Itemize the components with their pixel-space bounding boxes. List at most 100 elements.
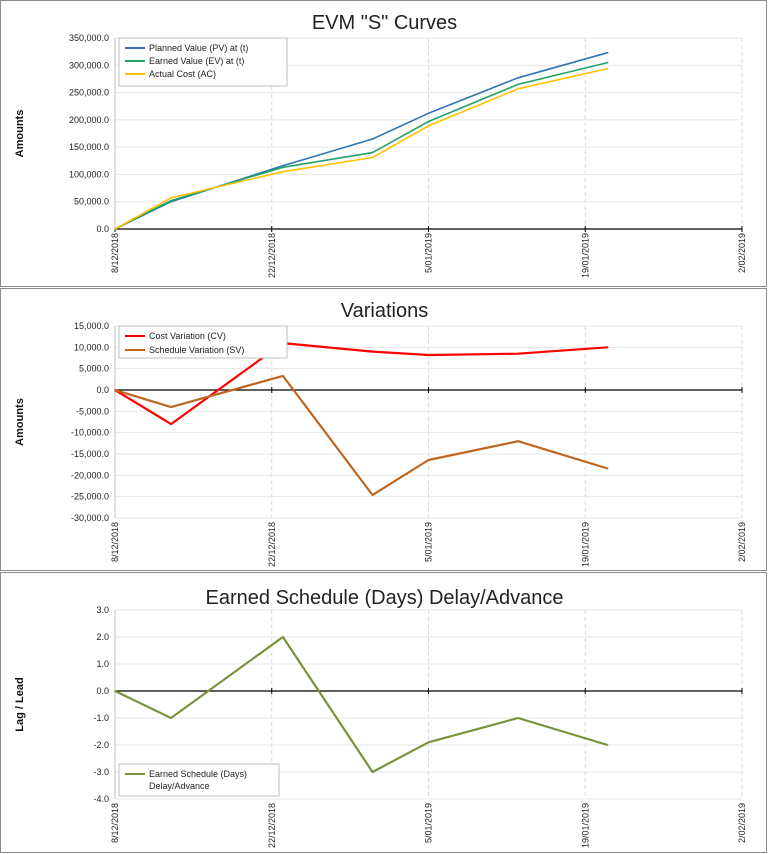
legend-label: Planned Value (PV) at (t) bbox=[149, 43, 248, 53]
series-line-2 bbox=[114, 61, 608, 230]
data-point bbox=[606, 467, 609, 470]
y-tick-label: 0.0 bbox=[96, 385, 109, 395]
x-tick-label: 22/12/2018 bbox=[267, 522, 277, 567]
data-point bbox=[606, 67, 609, 70]
x-tick-label: 8/12/2018 bbox=[110, 803, 120, 843]
data-point bbox=[427, 112, 430, 115]
legend-label: Schedule Variation (SV) bbox=[149, 345, 244, 355]
y-tick-label: 15,000.0 bbox=[74, 321, 109, 331]
chart-canvas: Variations Amounts 8/12/2018 22/12/2018 5/01… bbox=[14, 300, 747, 567]
data-point bbox=[427, 459, 430, 461]
x-tick-label: 8/12/2018 bbox=[110, 233, 120, 273]
data-point bbox=[517, 83, 519, 86]
data-point bbox=[371, 494, 374, 496]
data-point bbox=[427, 741, 430, 744]
chart-title: Variations bbox=[341, 300, 428, 322]
data-point bbox=[282, 375, 284, 377]
x-tick-label: 19/01/2019 bbox=[580, 233, 590, 278]
data-point bbox=[371, 156, 374, 159]
y-tick-label: 3.0 bbox=[96, 605, 109, 615]
chart-canvas: Earned Schedule (Days) Delay/Advance Lag … bbox=[14, 587, 747, 848]
y-tick-label: 200,000.0 bbox=[69, 115, 109, 125]
x-tick-label: 5/01/2019 bbox=[424, 233, 434, 273]
x-tick-label: 19/01/2019 bbox=[580, 522, 590, 567]
y-tick-label: 250,000.0 bbox=[69, 88, 109, 98]
x-tick-label: 19/01/2019 bbox=[580, 803, 590, 848]
data-point bbox=[371, 350, 374, 353]
data-point bbox=[606, 61, 609, 64]
data-point bbox=[170, 717, 172, 719]
y-tick-label: 100,000.0 bbox=[69, 169, 109, 179]
legend-label: Earned Value (EV) at (t) bbox=[149, 56, 244, 66]
y-tick-label: -20,000.0 bbox=[71, 470, 109, 480]
data-point bbox=[282, 636, 284, 638]
series-line-2 bbox=[114, 374, 608, 497]
series-line-1 bbox=[114, 635, 608, 774]
data-point bbox=[606, 51, 609, 54]
y-tick-label: 50,000.0 bbox=[74, 197, 109, 207]
data-point bbox=[427, 125, 430, 127]
data-point bbox=[114, 389, 116, 391]
x-tick-label: 22/12/2018 bbox=[267, 803, 277, 848]
data-point bbox=[371, 771, 374, 773]
legend-box bbox=[118, 325, 288, 359]
y-tick-label: -25,000.0 bbox=[71, 492, 109, 502]
data-point bbox=[114, 690, 116, 692]
x-tick-label: 5/01/2019 bbox=[424, 522, 434, 562]
legend-label: Earned Schedule (Days) bbox=[149, 769, 247, 779]
data-point bbox=[282, 164, 284, 167]
data-point bbox=[170, 199, 172, 202]
data-point bbox=[170, 197, 172, 199]
legend-box bbox=[118, 763, 280, 797]
y-tick-label: 10,000.0 bbox=[74, 342, 109, 352]
chart-title: EVM "S" Curves bbox=[312, 12, 457, 34]
x-tick-label: 2/02/2019 bbox=[737, 803, 747, 843]
y-tick-label: 150,000.0 bbox=[69, 142, 109, 152]
x-tick-label: 2/02/2019 bbox=[737, 233, 747, 273]
legend-label: Delay/Advance bbox=[149, 781, 210, 791]
y-axis-label: Lag / Lead bbox=[14, 677, 26, 731]
y-tick-label: -10,000.0 bbox=[71, 428, 109, 438]
y-tick-label: -5,000.0 bbox=[76, 406, 109, 416]
data-point bbox=[170, 423, 172, 425]
legend-label: Actual Cost (AC) bbox=[149, 69, 216, 79]
y-tick-label: -30,000.0 bbox=[71, 513, 109, 523]
data-point bbox=[517, 440, 519, 442]
y-tick-label: -4.0 bbox=[93, 794, 109, 804]
data-point bbox=[427, 120, 430, 123]
legend-box bbox=[118, 37, 288, 87]
variations-chart: Variations Amounts 8/12/2018 22/12/2018 5/01… bbox=[0, 288, 767, 571]
y-tick-label: -2.0 bbox=[93, 740, 109, 750]
y-tick-label: 300,000.0 bbox=[69, 60, 109, 70]
data-point bbox=[517, 352, 519, 355]
y-tick-label: 2.0 bbox=[96, 632, 109, 642]
y-tick-label: 5,000.0 bbox=[79, 364, 109, 374]
y-tick-label: -15,000.0 bbox=[71, 449, 109, 459]
y-tick-label: -1.0 bbox=[93, 713, 109, 723]
data-point bbox=[170, 406, 172, 408]
chart-title: Earned Schedule (Days) Delay/Advance bbox=[206, 587, 564, 609]
y-tick-label: 0.0 bbox=[96, 224, 109, 234]
y-axis-label: Amounts bbox=[14, 398, 26, 446]
legend-label: Cost Variation (CV) bbox=[149, 331, 226, 341]
evm-s-curves-chart: EVM "S" Curves Amounts 8/12/2018 22/12/2018… bbox=[0, 0, 767, 287]
y-tick-label: -3.0 bbox=[93, 767, 109, 777]
x-tick-label: 8/12/2018 bbox=[110, 522, 120, 562]
data-point bbox=[606, 744, 609, 746]
data-point bbox=[282, 166, 284, 169]
data-point bbox=[517, 87, 519, 90]
x-tick-label: 2/02/2019 bbox=[737, 522, 747, 562]
y-tick-label: 1.0 bbox=[96, 659, 109, 669]
chart-canvas: EVM "S" Curves Amounts 8/12/2018 22/12/2018… bbox=[14, 12, 747, 278]
earned-schedule-chart: Earned Schedule (Days) Delay/Advance Lag … bbox=[0, 572, 767, 853]
data-point bbox=[427, 354, 430, 356]
data-point bbox=[371, 138, 374, 140]
y-axis-label: Amounts bbox=[14, 110, 26, 158]
data-point bbox=[606, 346, 609, 349]
y-tick-label: 350,000.0 bbox=[69, 33, 109, 43]
y-tick-label: 0.0 bbox=[96, 686, 109, 696]
x-tick-label: 22/12/2018 bbox=[267, 233, 277, 278]
data-point bbox=[517, 77, 519, 79]
x-tick-label: 5/01/2019 bbox=[424, 803, 434, 843]
data-point bbox=[371, 151, 374, 154]
